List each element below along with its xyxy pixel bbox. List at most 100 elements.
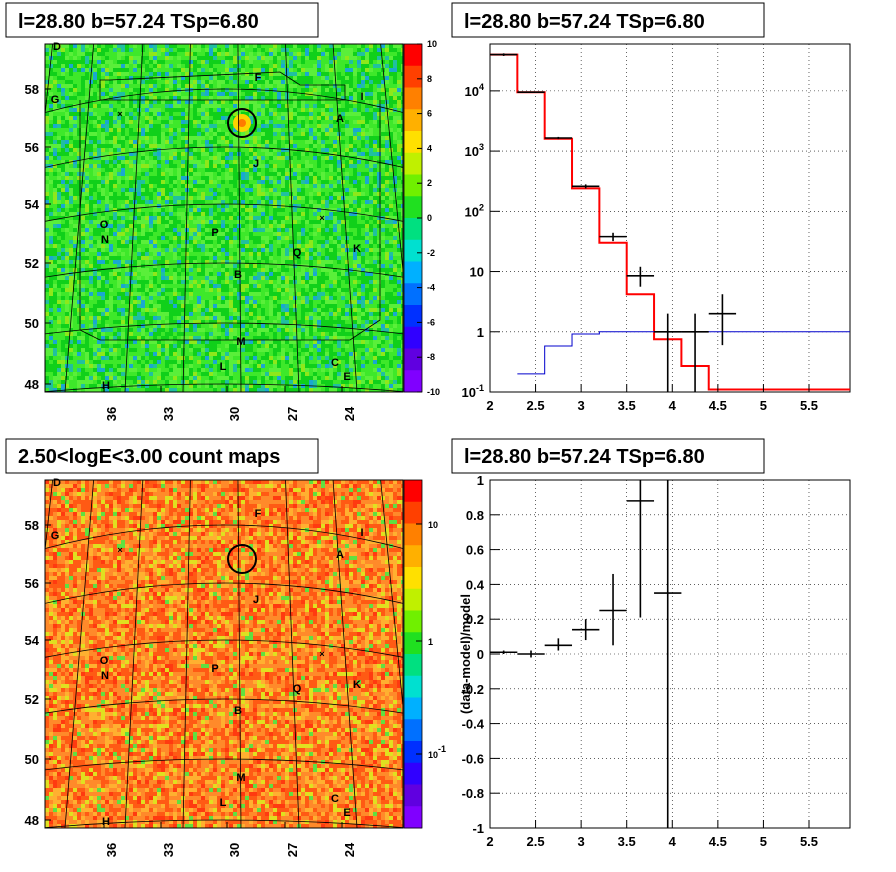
tl-source-circle <box>227 108 257 138</box>
tr-title-box <box>451 2 765 38</box>
source-label-i: I <box>360 527 363 539</box>
background-step-line <box>517 331 850 375</box>
source-label-l: L <box>220 361 227 373</box>
colorbar-tick: 0 <box>427 213 432 223</box>
y-tick-label: 0.6 <box>466 543 484 558</box>
source-label-d: D <box>53 41 61 53</box>
x-tick-label: 4.5 <box>709 398 727 413</box>
tl-title-box <box>5 2 319 38</box>
y-tick-label: 58 <box>25 82 39 97</box>
source-label-c: C <box>331 793 339 805</box>
br-gridlines <box>489 479 850 829</box>
x-tick-label: 33 <box>161 843 176 857</box>
bl-y-ticks: 48 50 52 54 56 58 <box>25 518 51 828</box>
x-tick-label: 4 <box>669 398 677 413</box>
tl-map-noise <box>45 44 403 392</box>
y-tick-label: 102 <box>465 202 484 219</box>
x-tick-label: 24 <box>342 842 357 857</box>
y-tick-label: 48 <box>25 813 39 828</box>
x-tick-label: 2 <box>486 398 493 413</box>
x-tick-label: 5 <box>760 398 767 413</box>
y-tick-label: 56 <box>25 576 39 591</box>
x-tick-label: 3 <box>578 834 585 849</box>
tr-title: l=28.80 b=57.24 TSp=6.80 <box>464 11 705 33</box>
tl-title: l=28.80 b=57.24 TSp=6.80 <box>18 11 259 33</box>
bl-title-box <box>5 438 319 474</box>
y-tick-label: -0.8 <box>462 786 484 801</box>
bl-source-circle <box>227 544 257 574</box>
bl-source-labels: D F G I A J ON P Q K B M L CE H × × <box>51 477 364 828</box>
panel-br: 2 2.5 3 3.5 4 4.5 5 5.5 -1 -0.8 -0.6 -0.4 -0.2 0 0.2 0… <box>451 438 851 849</box>
x-tick-label: 5 <box>760 834 767 849</box>
colorbar-tick: 2 <box>427 178 432 188</box>
x-tick-label: 3 <box>578 398 585 413</box>
x-tick-label: 27 <box>285 407 300 421</box>
source-label-q: Q <box>293 683 302 695</box>
source-label-h: H <box>102 380 110 392</box>
source-label-d: D <box>53 477 61 489</box>
br-series <box>490 480 682 828</box>
source-label-o: O <box>100 219 109 231</box>
colorbar-tick: 10 <box>428 520 438 530</box>
bl-colorbar-ticks: 10 1 10-1 <box>416 520 446 760</box>
bl-map-gridlines <box>45 480 403 828</box>
tl-colorbar-ticks: 10 8 6 4 2 0 -2 -4 -6 -8 -10 <box>417 39 440 397</box>
y-tick-label: 104 <box>465 82 484 99</box>
br-x-ticks: 2 2.5 3 3.5 4 4.5 5 5.5 <box>486 820 818 849</box>
x-tick-label: 5.5 <box>800 398 818 413</box>
source-label-c: C <box>331 357 339 369</box>
colorbar-tick: -8 <box>427 352 435 362</box>
y-tick-label: 56 <box>25 140 39 155</box>
x-tick-label: 4 <box>669 834 677 849</box>
tr-plot-frame <box>489 43 851 393</box>
source-label-p: P <box>211 663 218 675</box>
source-label-n: N <box>101 670 109 682</box>
source-label-n: N <box>101 234 109 246</box>
tr-series <box>490 53 850 392</box>
y-tick-label: 0.4 <box>466 577 485 592</box>
tl-source-labels: D F G I A J ON P Q K B M L CE H × × <box>51 41 364 392</box>
x-tick-label: 3.5 <box>618 834 636 849</box>
tl-map-gridlines <box>45 44 403 392</box>
source-label-a: A <box>336 113 344 125</box>
source-label-i: I <box>360 91 363 103</box>
colorbar-tick: 10 <box>427 39 437 49</box>
bl-map-frame <box>44 479 404 829</box>
tl-map-outline <box>79 71 381 341</box>
y-tick-label: 48 <box>25 377 39 392</box>
source-label-f: F <box>255 508 262 520</box>
source-label-j: J <box>253 158 259 170</box>
y-tick-label: 0.8 <box>466 508 484 523</box>
x-tick-label: 33 <box>161 407 176 421</box>
tl-y-ticks: 48 50 52 54 56 58 <box>25 82 51 392</box>
marker-x: × <box>319 649 324 659</box>
marker-x: × <box>117 109 122 119</box>
y-tick-label: -0.4 <box>462 717 485 732</box>
x-tick-label: 3.5 <box>618 398 636 413</box>
x-tick-label: 27 <box>285 843 300 857</box>
colorbar-tick: -6 <box>427 317 435 327</box>
x-tick-label: 5.5 <box>800 834 818 849</box>
source-label-k: K <box>353 243 361 255</box>
tl-hotspot-core <box>238 119 246 127</box>
bl-x-ticks: 36 33 30 27 24 <box>103 822 357 857</box>
y-tick-label: -1 <box>472 821 484 836</box>
colorbar-tick: 6 <box>427 109 432 119</box>
y-tick-label: 50 <box>25 316 39 331</box>
colorbar-tick: 10-1 <box>428 744 446 760</box>
source-label-b: B <box>234 269 242 281</box>
source-label-h: H <box>102 816 110 828</box>
y-tick-label: 0.2 <box>466 612 484 627</box>
colorbar-tick: 8 <box>427 74 432 84</box>
source-label-e: E <box>343 807 350 819</box>
source-label-k: K <box>353 679 361 691</box>
source-label-q: Q <box>293 247 302 259</box>
y-tick-label: 1 <box>477 473 484 488</box>
tl-map-frame <box>44 43 404 393</box>
x-tick-label: 36 <box>104 843 119 857</box>
colorbar-tick: -10 <box>427 387 440 397</box>
colorbar-tick: 1 <box>428 637 433 647</box>
source-label-a: A <box>336 549 344 561</box>
br-y-axis-label: (data-model)/model <box>458 594 473 714</box>
